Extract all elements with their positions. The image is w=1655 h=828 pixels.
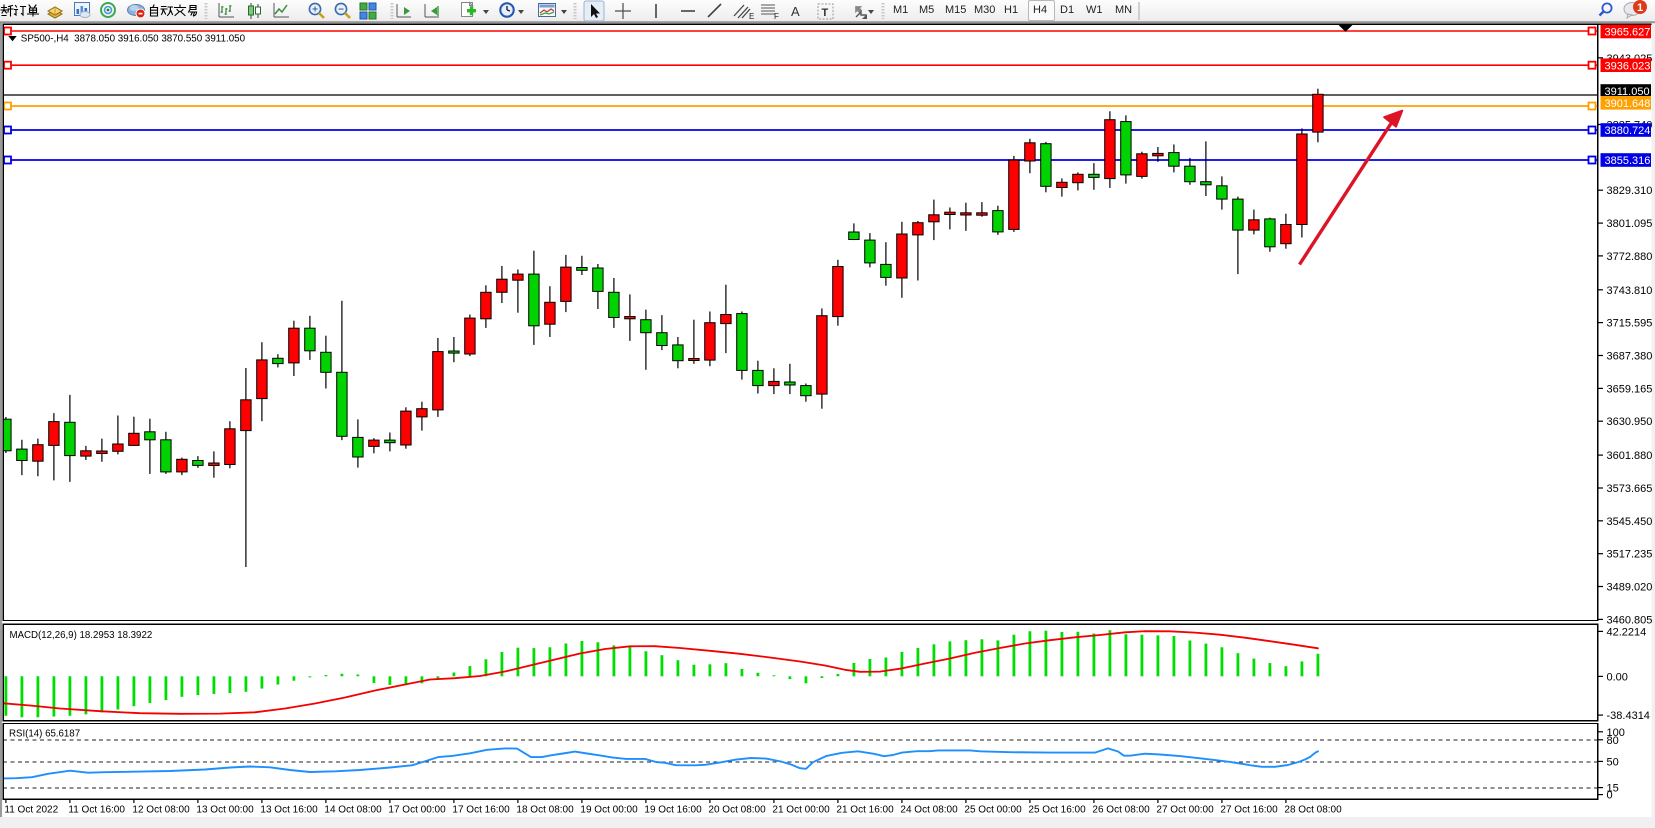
svg-text:21 Oct 16:00: 21 Oct 16:00 [836,804,894,815]
svg-text:MACD(12,26,9) 18.2953 18.3922: MACD(12,26,9) 18.2953 18.3922 [10,630,153,641]
svg-text:26 Oct 08:00: 26 Oct 08:00 [1092,804,1150,815]
svg-text:0.00: 0.00 [1607,671,1628,683]
svg-text:11 Oct 16:00: 11 Oct 16:00 [68,804,125,815]
svg-text:12 Oct 08:00: 12 Oct 08:00 [132,804,190,815]
svg-text:3743.810: 3743.810 [1607,285,1653,297]
svg-text:3630.950: 3630.950 [1607,416,1653,428]
svg-text:20 Oct 08:00: 20 Oct 08:00 [708,804,766,815]
svg-text:SP500-,H4 3878.050 3916.050 3: SP500-,H4 3878.050 3916.050 3870.550 391… [21,34,246,45]
svg-text:0: 0 [1607,790,1613,802]
svg-text:3911.050: 3911.050 [1605,86,1650,98]
svg-text:3573.665: 3573.665 [1607,483,1653,495]
svg-text:F: F [774,12,779,21]
svg-text:15: 15 [1607,783,1619,795]
svg-text:25 Oct 16:00: 25 Oct 16:00 [1028,804,1086,815]
svg-text:A: A [791,4,800,19]
svg-text:17 Oct 16:00: 17 Oct 16:00 [452,804,510,815]
svg-text:T: T [822,7,829,19]
svg-text:21 Oct 00:00: 21 Oct 00:00 [772,804,830,815]
svg-text:24 Oct 08:00: 24 Oct 08:00 [900,804,958,815]
svg-text:3772.880: 3772.880 [1607,251,1653,263]
svg-text:3545.450: 3545.450 [1607,516,1653,528]
svg-text:13 Oct 00:00: 13 Oct 00:00 [196,804,254,815]
svg-text:3801.095: 3801.095 [1607,218,1653,230]
svg-text:3901.648: 3901.648 [1605,98,1651,110]
svg-text:3855.316: 3855.316 [1605,155,1651,167]
svg-text:+: + [312,5,318,16]
svg-text:50: 50 [1607,756,1619,768]
svg-text:RSI(14) 65.6187: RSI(14) 65.6187 [9,729,80,740]
svg-text:E: E [749,12,754,21]
svg-text:3936.023: 3936.023 [1605,60,1651,72]
svg-text:3880.724: 3880.724 [1605,125,1651,137]
svg-text:100: 100 [1607,727,1625,739]
svg-text:1: 1 [1637,2,1643,14]
svg-text:27 Oct 00:00: 27 Oct 00:00 [1156,804,1214,815]
svg-text:3460.805: 3460.805 [1607,614,1653,626]
svg-text:3829.310: 3829.310 [1607,185,1653,197]
svg-text:17 Oct 00:00: 17 Oct 00:00 [388,804,446,815]
svg-text:3601.880: 3601.880 [1607,450,1653,462]
svg-text:13 Oct 16:00: 13 Oct 16:00 [260,804,318,815]
svg-text:28 Oct 08:00: 28 Oct 08:00 [1284,804,1342,815]
svg-text:80: 80 [1607,735,1619,747]
svg-text:19 Oct 00:00: 19 Oct 00:00 [580,804,638,815]
svg-text:-38.4314: -38.4314 [1607,710,1650,722]
svg-text:3659.165: 3659.165 [1607,383,1653,395]
svg-text:27 Oct 16:00: 27 Oct 16:00 [1220,804,1278,815]
svg-text:25 Oct 00:00: 25 Oct 00:00 [964,804,1022,815]
svg-text:19 Oct 16:00: 19 Oct 16:00 [644,804,702,815]
svg-text:18 Oct 08:00: 18 Oct 08:00 [516,804,574,815]
svg-text:3517.235: 3517.235 [1607,549,1653,561]
svg-text:11 Oct 2022: 11 Oct 2022 [4,804,58,815]
svg-text:3489.020: 3489.020 [1607,582,1653,594]
svg-text:−: − [338,5,344,16]
svg-text:3965.627: 3965.627 [1605,27,1651,39]
svg-text:3715.595: 3715.595 [1607,318,1653,330]
svg-text:3687.380: 3687.380 [1607,351,1653,363]
svg-text:42.2214: 42.2214 [1607,626,1647,638]
svg-text:14 Oct 08:00: 14 Oct 08:00 [324,804,382,815]
